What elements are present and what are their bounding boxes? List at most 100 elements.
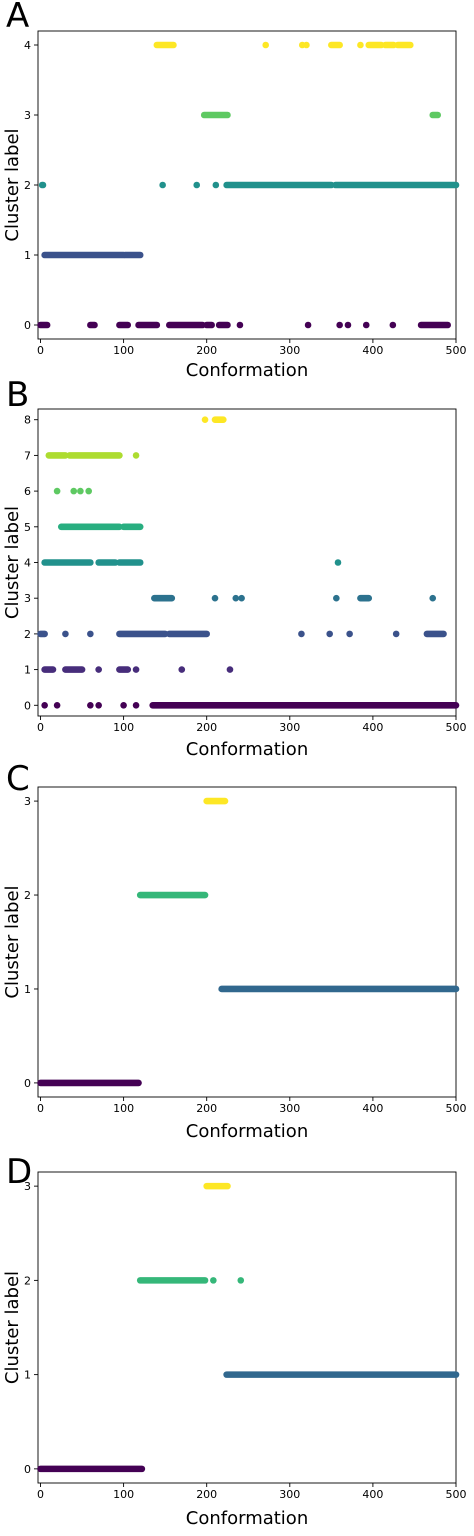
- y-tick-label: 0: [24, 319, 31, 332]
- chart-b: 0 100 200 300 400 500 0 1 2 3 4 5 6 7 8 Conformation Clu…: [2, 408, 467, 760]
- x-tick-label: 300: [279, 1102, 300, 1115]
- data-point-cluster-2: [392, 630, 400, 638]
- y-tick-label: 1: [24, 1369, 31, 1382]
- x-tick-label: 100: [113, 721, 134, 734]
- x-tick-label: 100: [113, 1488, 134, 1501]
- data-point-cluster-0: [344, 321, 352, 329]
- x-tick-label: 0: [37, 721, 44, 734]
- data-point-cluster-0: [336, 321, 343, 329]
- plot-area: [37, 41, 460, 329]
- y-tick-label: 2: [24, 179, 31, 192]
- y-tick-label: 1: [24, 664, 31, 677]
- x-tick-label: 100: [113, 344, 134, 357]
- chart-d: 0 100 200 300 400 500 0 1 2 3 Conformation Cluster …: [2, 1171, 467, 1529]
- data-point-cluster-2: [159, 181, 166, 189]
- data-point-cluster-6: [85, 487, 92, 495]
- x-tick-label: 200: [196, 721, 217, 734]
- x-tick-label: 400: [362, 344, 383, 357]
- panel-label-d: D: [6, 1152, 33, 1192]
- data-point-cluster-4: [334, 559, 342, 566]
- y-tick-label: 0: [24, 1077, 31, 1090]
- x-tick-label: 400: [362, 1488, 383, 1501]
- data-point-cluster-6: [70, 487, 78, 495]
- x-tick-label: 400: [362, 1102, 383, 1115]
- y-axis-label: Cluster label: [2, 885, 23, 998]
- data-point-cluster-6: [77, 487, 84, 495]
- panel-b: B 0 100 200 300 400 500 0 1 2 3 4 5 6 7 8 Conformation C…: [0, 375, 474, 765]
- y-tick-label: 4: [24, 557, 31, 570]
- x-axis-label: Conformation: [186, 1121, 308, 1142]
- plot-area: [37, 1182, 460, 1473]
- data-point-cluster-7: [132, 452, 140, 459]
- data-point-cluster-2: [87, 630, 94, 638]
- y-tick-label: 5: [24, 521, 31, 534]
- y-axis-label: Cluster label: [2, 1271, 23, 1384]
- axes-frame: [37, 786, 457, 1098]
- plot-area: [37, 416, 460, 709]
- y-tick-label: 7: [24, 449, 31, 462]
- x-axis-label: Conformation: [186, 1508, 308, 1529]
- y-tick-label: 3: [24, 109, 31, 122]
- data-point-cluster-4: [262, 41, 269, 49]
- data-point-cluster-0: [304, 321, 312, 329]
- y-axis-label: Cluster label: [2, 128, 23, 241]
- data-point-cluster-3: [238, 594, 245, 602]
- x-tick-label: 300: [279, 1488, 300, 1501]
- y-tick-label: 2: [24, 628, 31, 641]
- y-tick-label: 4: [24, 39, 31, 52]
- y-tick-label: 6: [24, 485, 31, 498]
- x-tick-label: 0: [37, 344, 44, 357]
- data-point-cluster-0: [87, 701, 94, 709]
- data-point-cluster-0: [132, 701, 140, 709]
- x-tick-label: 500: [446, 344, 467, 357]
- data-point-cluster-2: [298, 630, 305, 638]
- data-point-cluster-2: [237, 1277, 245, 1284]
- axes-frame: [37, 1171, 457, 1484]
- x-tick-label: 500: [446, 1488, 467, 1501]
- data-point-cluster-0: [389, 321, 397, 329]
- data-point-cluster-0: [95, 701, 102, 709]
- data-point-cluster-2: [212, 181, 220, 189]
- x-tick-label: 400: [362, 721, 383, 734]
- data-point-cluster-3: [429, 594, 437, 602]
- data-point-cluster-0: [41, 701, 48, 709]
- data-point-cluster-4: [357, 41, 364, 49]
- x-tick-label: 500: [446, 1102, 467, 1115]
- y-tick-label: 1: [24, 249, 31, 262]
- plot-area: [37, 797, 460, 1087]
- data-point-cluster-4: [303, 41, 310, 49]
- x-tick-label: 300: [279, 721, 300, 734]
- data-point-cluster-2: [193, 181, 201, 189]
- x-tick-label: 0: [37, 1102, 44, 1115]
- data-point-cluster-0: [120, 701, 127, 709]
- chart-a: 0 100 200 300 400 500 0 1 2 3 4 Conformation Cluster…: [2, 30, 467, 381]
- data-point-cluster-2: [210, 1277, 217, 1284]
- data-point-cluster-2: [62, 630, 69, 638]
- x-tick-label: 100: [113, 1102, 134, 1115]
- y-tick-label: 1: [24, 983, 31, 996]
- x-tick-label: 200: [196, 1102, 217, 1115]
- data-point-cluster-0: [53, 701, 61, 709]
- x-axis-label: Conformation: [186, 739, 308, 760]
- data-point-cluster-0: [362, 321, 370, 329]
- y-tick-label: 0: [24, 1463, 31, 1476]
- y-tick-label: 3: [24, 795, 31, 808]
- x-axis-label: Conformation: [186, 360, 308, 381]
- data-point-cluster-2: [346, 630, 353, 638]
- data-point-cluster-1: [226, 666, 234, 673]
- chart-c: 0 100 200 300 400 500 0 1 2 3 Conformation Cluster …: [2, 786, 467, 1142]
- x-tick-label: 300: [279, 344, 300, 357]
- data-point-cluster-3: [232, 594, 240, 602]
- data-point-cluster-1: [178, 666, 186, 673]
- panel-a: A 0 100 200 300 400 500 0 1 2 3 4 Conformation Clust…: [0, 0, 474, 385]
- panel-c: C 0 100 200 300 400 500 0 1 2 3 Conformation Cluste…: [0, 759, 474, 1150]
- panel-d: D 0 100 200 300 400 500 0 1 2 3 Conformation Cluste…: [0, 1150, 474, 1536]
- data-point-cluster-8: [201, 416, 209, 424]
- data-point-cluster-6: [53, 487, 61, 495]
- y-tick-label: 8: [24, 414, 31, 427]
- y-axis-label: Cluster label: [2, 506, 23, 619]
- data-point-cluster-1: [132, 666, 140, 673]
- x-tick-label: 0: [37, 1488, 44, 1501]
- x-tick-label: 200: [196, 344, 217, 357]
- panel-label-a: A: [6, 0, 30, 36]
